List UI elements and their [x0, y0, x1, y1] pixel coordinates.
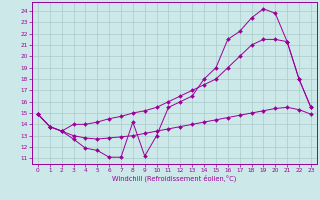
X-axis label: Windchill (Refroidissement éolien,°C): Windchill (Refroidissement éolien,°C) [112, 175, 236, 182]
